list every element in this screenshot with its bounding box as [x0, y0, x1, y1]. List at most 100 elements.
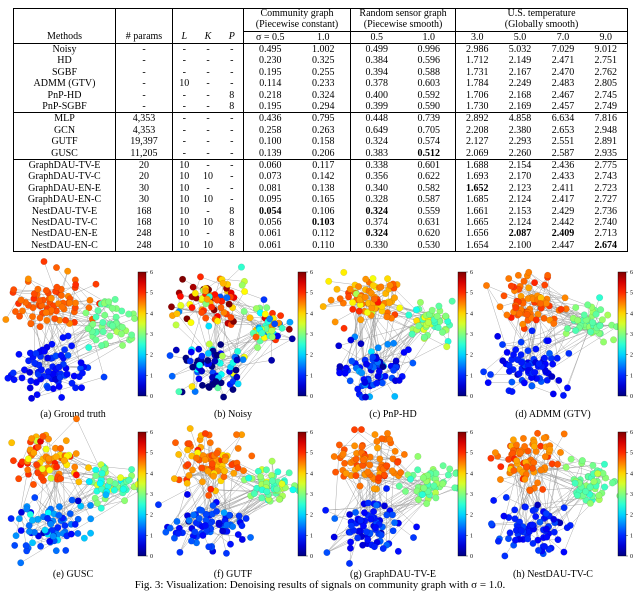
graph-node: [197, 273, 204, 281]
table-cell: 0.218: [243, 89, 297, 101]
table-cell: 2.986: [455, 43, 499, 56]
graph-node: [199, 531, 207, 539]
table-cell: 30: [115, 193, 173, 206]
graph-node: [358, 443, 366, 451]
graph-node: [43, 317, 51, 324]
table-cell: SGBF: [51, 66, 77, 78]
graph-node: [516, 310, 523, 318]
graph-node: [68, 379, 76, 387]
colorbar-tick-label: 2: [310, 353, 313, 359]
graph-node: [58, 303, 66, 311]
group-header-line: U.S. temperature: [507, 8, 576, 20]
table-cell: -: [115, 66, 173, 79]
graph-node: [54, 524, 62, 531]
table-cell: 8: [229, 205, 235, 217]
graph-node: [542, 510, 550, 518]
graph-node: [80, 534, 88, 542]
table-cell: 0.705: [417, 124, 441, 136]
graph-node: [12, 308, 19, 315]
graph-node: [505, 367, 513, 375]
graph-node: [239, 356, 247, 364]
graph-node: [174, 529, 182, 537]
graph-node: [535, 360, 543, 368]
graph-node: [268, 327, 276, 335]
graph-node: [170, 475, 178, 483]
table-cell: 1.784: [455, 78, 499, 90]
graph-node: [221, 456, 229, 464]
graph-node: [47, 474, 55, 482]
graph-node: [185, 471, 193, 479]
graph-node: [572, 304, 580, 312]
table-cell: 0.384: [350, 55, 403, 67]
colorbar-tick-label: 3: [470, 492, 473, 498]
table-cell: 19,397: [115, 136, 173, 148]
graph-node: [191, 528, 199, 536]
graph-node: [9, 457, 17, 465]
table-row: GCN 4,353- - -0.258 0.263 0.649 0.705 2.208 2.38…: [14, 124, 628, 137]
graph-node: [386, 281, 394, 289]
graph-node: [381, 502, 388, 510]
colorbar: [617, 271, 627, 397]
graph-node: [233, 356, 241, 364]
graph-node: [330, 453, 338, 461]
table-row: GraphDAU-EN-C 30 10 10-0.095 0.165 0.328 0.587…: [14, 193, 628, 206]
table-cell: GraphDAU-TV-C: [28, 171, 101, 183]
graph-node: [432, 469, 440, 477]
table-cell: GUTF: [51, 136, 78, 148]
table-cell: 8: [220, 100, 244, 114]
colorbar-tick-label: 4: [470, 471, 473, 477]
colorbar-tick-label: 0: [150, 394, 153, 400]
colorbar-tick-label: 1: [150, 533, 153, 539]
graph-node: [391, 519, 398, 527]
graph-node: [119, 485, 127, 493]
table-cell: -: [230, 113, 234, 125]
graph-edge: [339, 372, 370, 397]
graph-node: [68, 342, 76, 350]
table-cell: 0.499: [350, 43, 403, 56]
graph-node: [515, 370, 523, 378]
table-cell: -: [195, 100, 221, 114]
graph-node: [11, 541, 19, 549]
graph-node: [266, 315, 274, 323]
colorbar-tick-label: 2: [630, 353, 633, 359]
graph-edge: [31, 438, 49, 468]
table-cell: 10: [172, 159, 196, 172]
panel-caption: (g) GraphDAU-TV-E: [350, 569, 436, 580]
table-cell: 2.170: [508, 171, 532, 183]
graph-node: [400, 450, 408, 458]
graph-node: [196, 361, 204, 369]
table-cell: 2.471: [551, 55, 575, 67]
table-cell: 0.383: [350, 147, 403, 160]
table-cell: 30: [115, 182, 173, 194]
graph-node: [505, 535, 512, 543]
table-cell: 0.400: [350, 89, 403, 101]
graph-node: [208, 460, 216, 468]
graph-node: [254, 344, 261, 351]
colorbar: [457, 431, 467, 557]
graph-node: [374, 444, 381, 452]
colorbar-tick-label: 1: [310, 373, 313, 379]
graph-node: [205, 322, 213, 330]
table-cell: 2.127: [455, 136, 499, 148]
graph-edge: [29, 338, 132, 373]
graph-node: [511, 536, 519, 544]
graph-node: [557, 305, 565, 313]
graph-node: [27, 319, 35, 327]
table-row: PnP-SGBF - - -8 0.195 0.294 0.399 0.590 1.730 2.1…: [13, 100, 628, 114]
graph-node: [600, 338, 608, 346]
table-cell: 0.592: [417, 89, 441, 101]
table-cell: 168: [115, 205, 173, 217]
table-cell: 10: [203, 171, 213, 183]
graph-node: [490, 497, 498, 504]
table-cell: -: [230, 44, 234, 56]
graph-edge: [34, 325, 92, 364]
graph-node: [92, 280, 100, 288]
graph-node: [191, 289, 199, 297]
graph-node: [357, 316, 365, 324]
graph-edge: [354, 429, 409, 475]
graph-node: [85, 304, 93, 312]
graph-edge: [197, 360, 272, 373]
colorbar-tick-label: 6: [150, 430, 153, 436]
graph-node: [560, 504, 568, 512]
colorbar-tick-label: 3: [630, 492, 633, 498]
